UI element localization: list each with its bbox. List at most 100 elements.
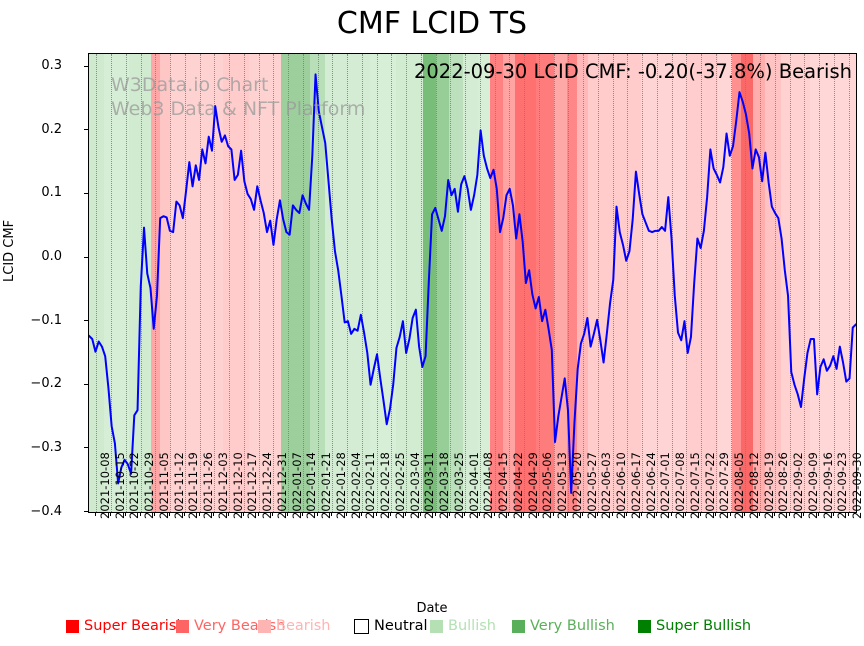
x-tick-mark xyxy=(773,512,775,516)
gridline xyxy=(170,54,172,512)
x-tick-label: 2021-10-29 xyxy=(142,452,157,519)
x-tick-mark xyxy=(641,512,643,516)
legend-swatch-icon xyxy=(512,619,525,633)
x-tick-label: 2022-09-23 xyxy=(835,452,850,519)
gridline xyxy=(332,54,334,512)
gridline xyxy=(258,54,260,512)
gridline xyxy=(524,54,526,512)
signal-band xyxy=(248,54,282,512)
x-tick-mark xyxy=(788,512,790,516)
x-tick-mark xyxy=(331,512,333,516)
legend-swatch-icon xyxy=(176,619,189,633)
gridline xyxy=(479,54,481,512)
signal-band xyxy=(740,54,754,512)
legend-swatch-icon xyxy=(66,619,79,633)
gridline xyxy=(568,54,570,512)
legend-item-super-bearish[interactable]: Super Bearish xyxy=(66,618,186,634)
legend-item-very-bullish[interactable]: Very Bullish xyxy=(512,618,615,634)
x-tick-mark xyxy=(685,512,687,516)
x-tick-mark xyxy=(434,512,436,516)
cmf-line-path xyxy=(89,74,856,493)
x-tick-label: 2022-04-08 xyxy=(481,452,496,519)
x-tick-label: 2022-06-10 xyxy=(614,452,629,519)
x-tick-mark xyxy=(242,512,244,516)
gridline xyxy=(701,54,703,512)
legend-item-neutral[interactable]: Neutral xyxy=(354,618,428,634)
signal-band xyxy=(395,54,424,512)
x-tick-label: 2022-03-11 xyxy=(422,452,437,519)
signal-band xyxy=(435,54,451,512)
gridline xyxy=(494,54,496,512)
x-tick-mark xyxy=(626,512,628,516)
gridline xyxy=(789,54,791,512)
x-tick-mark xyxy=(537,512,539,516)
legend-swatch-icon xyxy=(354,618,369,634)
gridline xyxy=(229,54,231,512)
gridline xyxy=(627,54,629,512)
x-tick-mark xyxy=(272,512,274,516)
x-tick-label: 2022-01-07 xyxy=(289,452,304,519)
gridline xyxy=(243,54,245,512)
page-title: CMF LCID TS xyxy=(336,6,528,41)
x-tick-mark xyxy=(567,512,569,516)
x-tick-label: 2021-10-08 xyxy=(97,452,112,519)
signal-band xyxy=(587,54,642,512)
x-tick-mark xyxy=(729,512,731,516)
x-tick-mark xyxy=(375,512,377,516)
x-tick-mark xyxy=(360,512,362,516)
x-tick-mark xyxy=(228,512,230,516)
legend-item-bearish[interactable]: Bearish xyxy=(258,618,331,634)
x-tick-mark xyxy=(596,512,598,516)
x-tick-mark xyxy=(405,512,407,516)
x-tick-label: 2022-08-12 xyxy=(746,452,761,519)
x-tick-mark xyxy=(670,512,672,516)
signal-band xyxy=(731,54,742,512)
x-tick-mark xyxy=(198,512,200,516)
x-tick-mark xyxy=(213,512,215,516)
y-tick-mark xyxy=(84,65,88,67)
gridline xyxy=(671,54,673,512)
y-tick-mark xyxy=(84,383,88,385)
signal-band xyxy=(423,54,437,512)
gridline xyxy=(184,54,186,512)
y-tick-label: −0.1 xyxy=(30,312,62,328)
y-tick-mark xyxy=(84,129,88,131)
gridline xyxy=(774,54,776,512)
x-tick-mark xyxy=(493,512,495,516)
legend-item-super-bullish[interactable]: Super Bullish xyxy=(638,618,751,634)
x-tick-mark xyxy=(582,512,584,516)
gridline xyxy=(317,54,319,512)
x-tick-label: 2022-09-09 xyxy=(805,452,820,519)
y-tick-label: −0.4 xyxy=(30,503,62,519)
y-tick-label: −0.2 xyxy=(30,376,62,392)
gridline xyxy=(155,54,157,512)
x-tick-label: 2022-03-25 xyxy=(451,452,466,519)
x-tick-mark xyxy=(611,512,613,516)
x-tick-mark xyxy=(139,512,141,516)
signal-band xyxy=(104,54,130,512)
x-tick-mark xyxy=(714,512,716,516)
legend-label: Bullish xyxy=(448,618,496,634)
signal-band xyxy=(462,54,479,512)
y-tick-label: 0.0 xyxy=(41,249,62,265)
x-tick-mark xyxy=(552,512,554,516)
x-tick-label: 2022-04-01 xyxy=(466,452,481,519)
x-tick-mark xyxy=(464,512,466,516)
x-tick-label: 2022-01-14 xyxy=(304,452,319,519)
x-tick-label: 2021-12-10 xyxy=(230,452,245,519)
legend-swatch-icon xyxy=(430,619,443,633)
signal-band xyxy=(809,54,856,512)
gridline xyxy=(450,54,452,512)
plot-area[interactable]: W3Data.io Chart Web3 Data & NFT Platform… xyxy=(88,53,857,513)
gridline xyxy=(214,54,216,512)
gridline xyxy=(804,54,806,512)
gridline xyxy=(597,54,599,512)
x-tick-label: 2022-05-06 xyxy=(540,452,555,519)
gridline xyxy=(583,54,585,512)
x-tick-label: 2022-05-13 xyxy=(555,452,570,519)
gridline xyxy=(302,54,304,512)
legend-item-bullish[interactable]: Bullish xyxy=(430,618,496,634)
x-tick-label: 2022-06-03 xyxy=(599,452,614,519)
x-tick-mark xyxy=(449,512,451,516)
gridline xyxy=(406,54,408,512)
